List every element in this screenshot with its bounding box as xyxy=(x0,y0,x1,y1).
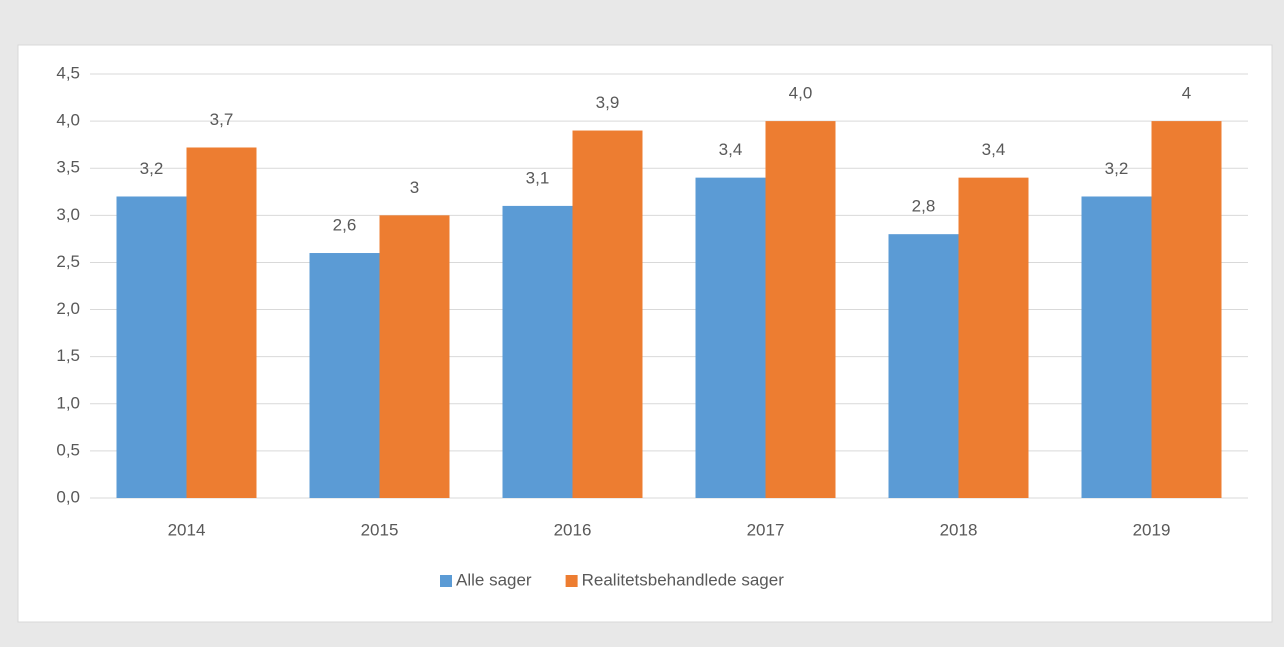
data-label: 3,2 xyxy=(140,159,164,178)
bar xyxy=(765,121,836,498)
bar xyxy=(116,196,187,498)
data-label: 3,4 xyxy=(982,140,1006,159)
data-label: 3,4 xyxy=(719,140,743,159)
data-label: 3,2 xyxy=(1105,159,1129,178)
x-tick-label: 2018 xyxy=(940,520,978,539)
y-tick-label: 0,5 xyxy=(56,440,80,459)
y-tick-label: 2,0 xyxy=(56,299,80,318)
y-tick-label: 2,5 xyxy=(56,252,80,271)
legend-swatch xyxy=(440,575,452,587)
bar xyxy=(186,147,257,498)
data-label: 2,6 xyxy=(333,216,357,235)
legend-label: Alle sager xyxy=(456,570,532,589)
y-tick-label: 3,0 xyxy=(56,205,80,224)
y-tick-label: 1,5 xyxy=(56,346,80,365)
bar xyxy=(379,215,450,499)
bar xyxy=(1081,196,1152,498)
x-tick-label: 2019 xyxy=(1133,520,1171,539)
y-tick-label: 0,0 xyxy=(56,487,80,506)
data-label: 3,9 xyxy=(596,93,620,112)
data-label: 3,7 xyxy=(210,110,234,129)
y-tick-label: 1,0 xyxy=(56,393,80,412)
legend-swatch xyxy=(565,575,578,587)
x-tick-label: 2017 xyxy=(747,520,785,539)
y-tick-label: 3,5 xyxy=(56,158,80,177)
y-tick-label: 4,0 xyxy=(56,111,80,130)
bar xyxy=(888,234,959,498)
bar xyxy=(958,177,1029,498)
legend-label: Realitetsbehandlede sager xyxy=(582,570,785,589)
bar xyxy=(1151,121,1222,498)
bar xyxy=(502,205,573,498)
y-tick-label: 4,5 xyxy=(56,63,80,82)
x-tick-label: 2014 xyxy=(168,520,206,539)
data-label: 4,0 xyxy=(789,84,813,103)
x-tick-label: 2016 xyxy=(554,520,592,539)
bar xyxy=(572,130,643,499)
data-label: 4 xyxy=(1182,84,1191,103)
data-label: 3 xyxy=(410,178,419,197)
bar xyxy=(695,177,766,498)
bar xyxy=(309,253,380,498)
data-label: 3,1 xyxy=(526,168,550,187)
data-label: 2,8 xyxy=(912,197,936,216)
x-tick-label: 2015 xyxy=(361,520,399,539)
